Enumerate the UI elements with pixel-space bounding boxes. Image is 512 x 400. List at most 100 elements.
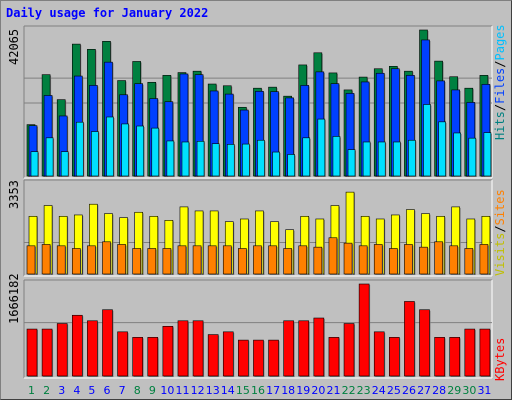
pages-bar [483,132,492,177]
sites-bar [162,248,172,275]
sites-bar [26,245,36,275]
pages-bar [211,143,220,177]
day-tick-label: 29 [447,384,461,397]
pages-bar [272,151,280,177]
pages-bar [75,121,84,177]
day-tick-label: 1 [28,384,35,397]
sites-bar [298,245,308,275]
day-tick-label: 15 [236,384,250,397]
pages-bar [317,118,326,177]
day-tick-label: 12 [191,384,205,397]
kbytes-bar [87,320,98,377]
sites-bar [389,248,398,275]
sites-bar [404,244,413,275]
sites-bar [358,245,368,275]
day-tick-label: 26 [402,384,416,397]
pages-bar [166,140,175,177]
sites-bar [147,248,157,275]
kbytes-bar [298,320,310,377]
pages-bar [91,131,99,177]
kbytes-bar [253,339,264,377]
day-tick-label: 16 [251,384,265,397]
sites-bar [102,241,111,275]
sites-bar [313,246,323,275]
kbytes-bar [328,337,340,377]
pages-bar [362,141,371,177]
pages-bar [196,140,205,177]
kbytes-bar [389,337,400,377]
pages-bar [121,123,129,177]
sites-bar [238,248,247,275]
day-tick-label: 20 [311,384,325,397]
day-tick-label: 21 [326,384,340,397]
kbytes-bar [283,320,294,377]
pages-bar [30,151,39,177]
pages-bar [393,141,401,177]
day-tick-label: 17 [266,384,280,397]
day-tick-label: 14 [221,384,235,397]
sites-bar [343,242,353,275]
kbytes-bar [222,331,234,377]
pages-bar [60,151,69,177]
pages-bar [242,143,250,177]
sites-bar [192,245,202,275]
kbytes-bar [207,334,219,377]
pages-bar [377,141,386,177]
sites-bar [434,241,443,275]
pages-bar [453,132,462,177]
sites-bar [177,245,187,275]
kbytes-bar [238,339,249,377]
sites-bar [373,244,383,275]
kbytes-bar [102,309,113,377]
sites-bar [71,248,81,275]
chart-title: Daily usage for January 2022 [6,6,209,20]
day-tick-label: 31 [477,384,491,397]
day-tick-label: 11 [176,384,190,397]
sites-bar [87,245,96,275]
kbytes-bar [268,339,279,377]
kbytes-bar [479,328,491,377]
pages-bar [257,139,265,177]
day-tick-label: 6 [104,384,111,397]
day-tick-label: 8 [134,384,141,397]
sites-bar [419,246,428,275]
sites-bar [328,237,338,275]
day-tick-label: 24 [372,384,386,397]
kbytes-bar [449,337,461,377]
kbytes-bar [117,331,128,377]
sites-bar [268,245,277,275]
day-tick-label: 30 [462,384,476,397]
day-tick-label: 4 [73,384,80,397]
kbytes-bar [373,331,385,377]
day-tick-label: 2 [43,384,50,397]
kbytes-bar [358,283,370,377]
day-tick-label: 25 [387,384,401,397]
day-tick-label: 18 [281,384,295,397]
kbytes-bar [464,328,476,377]
kbytes-bar [434,337,445,377]
sites-bar [56,245,66,275]
sites-bar [41,244,51,275]
day-tick-label: 7 [119,384,126,397]
day-tick-label: 9 [149,384,156,397]
day-tick-label: 22 [342,384,356,397]
kbytes-bar [419,309,430,377]
day-tick-label: 23 [357,384,371,397]
kbytes-bar [26,328,38,377]
sites-bar [479,244,489,275]
pages-bar [226,144,235,177]
kbytes-bar [147,337,159,377]
day-tick-label: 10 [160,384,174,397]
kbytes-bar [192,320,204,377]
sites-bar [449,245,459,275]
pages-bar [106,116,114,177]
day-tick-label: 3 [58,384,65,397]
day-tick-label: 13 [206,384,220,397]
pages-bar [302,137,311,177]
sites-bar [117,244,126,275]
day-tick-label: 19 [296,384,310,397]
pages-bar [438,121,446,177]
kbytes-bar [404,301,415,377]
day-tick-label: 27 [417,384,431,397]
